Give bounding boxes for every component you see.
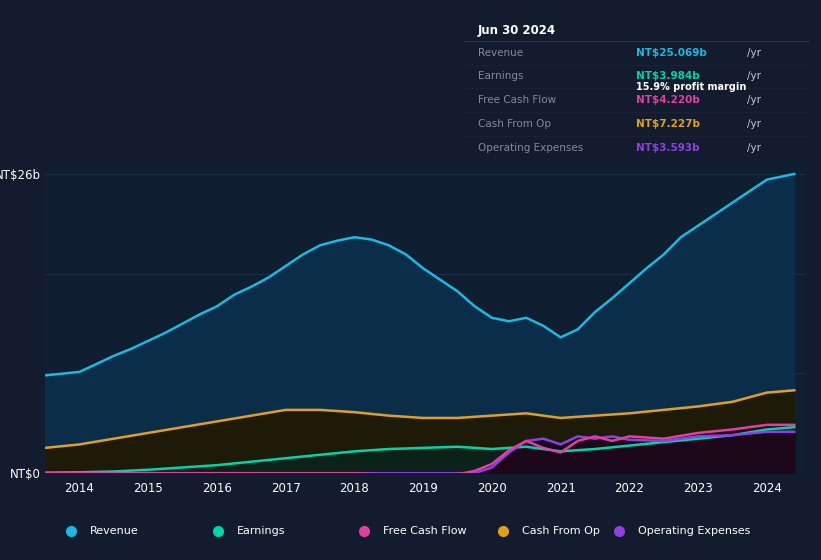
Text: Free Cash Flow: Free Cash Flow	[383, 526, 467, 535]
Text: Cash From Op: Cash From Op	[478, 119, 551, 129]
Text: Revenue: Revenue	[90, 526, 139, 535]
Text: /yr: /yr	[746, 143, 760, 153]
Text: /yr: /yr	[746, 72, 760, 82]
Text: NT$7.227b: NT$7.227b	[636, 119, 700, 129]
Text: Earnings: Earnings	[478, 72, 523, 82]
Text: /yr: /yr	[746, 95, 760, 105]
Text: 15.9% profit margin: 15.9% profit margin	[636, 82, 746, 92]
Text: NT$4.220b: NT$4.220b	[636, 95, 700, 105]
Text: Operating Expenses: Operating Expenses	[638, 526, 750, 535]
Text: NT$25.069b: NT$25.069b	[636, 48, 707, 58]
Text: Jun 30 2024: Jun 30 2024	[478, 24, 556, 37]
Text: /yr: /yr	[746, 119, 760, 129]
Text: /yr: /yr	[746, 48, 760, 58]
Text: Revenue: Revenue	[478, 48, 523, 58]
Text: NT$3.593b: NT$3.593b	[636, 143, 699, 153]
Text: Operating Expenses: Operating Expenses	[478, 143, 583, 153]
Text: Free Cash Flow: Free Cash Flow	[478, 95, 556, 105]
Text: Earnings: Earnings	[237, 526, 286, 535]
Text: NT$3.984b: NT$3.984b	[636, 72, 700, 82]
Text: Cash From Op: Cash From Op	[522, 526, 600, 535]
